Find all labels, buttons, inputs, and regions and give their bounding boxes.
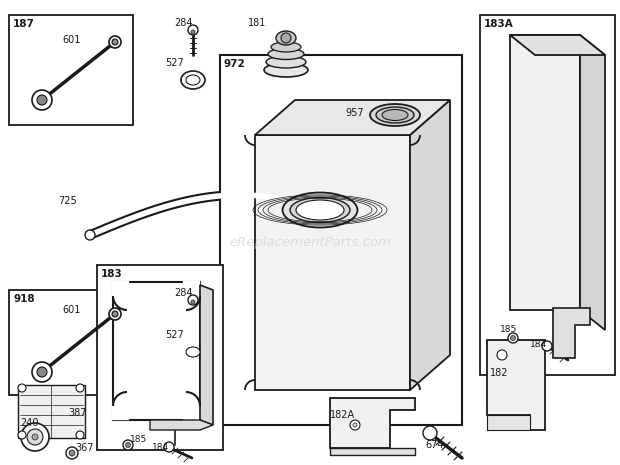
Circle shape xyxy=(350,420,360,430)
Bar xyxy=(112,403,128,419)
Text: 185: 185 xyxy=(130,435,148,444)
Circle shape xyxy=(123,440,133,450)
Ellipse shape xyxy=(271,42,301,52)
Bar xyxy=(9,15,133,125)
Circle shape xyxy=(508,333,518,343)
Polygon shape xyxy=(510,35,580,310)
Ellipse shape xyxy=(296,200,344,220)
Polygon shape xyxy=(487,415,530,430)
Polygon shape xyxy=(580,35,605,330)
Polygon shape xyxy=(200,285,213,425)
Circle shape xyxy=(66,447,78,459)
Circle shape xyxy=(191,300,195,304)
Ellipse shape xyxy=(266,56,306,68)
Text: 957: 957 xyxy=(345,108,363,118)
Text: 181: 181 xyxy=(248,18,267,28)
Circle shape xyxy=(32,434,38,440)
Text: 183A: 183A xyxy=(484,19,514,29)
Ellipse shape xyxy=(283,193,358,227)
Circle shape xyxy=(510,336,515,340)
Circle shape xyxy=(32,90,52,110)
Polygon shape xyxy=(330,398,415,448)
Text: 240: 240 xyxy=(20,418,38,428)
Circle shape xyxy=(69,450,75,456)
Text: 187: 187 xyxy=(13,19,35,29)
Polygon shape xyxy=(255,135,410,390)
Circle shape xyxy=(353,423,357,427)
Ellipse shape xyxy=(181,343,205,361)
Polygon shape xyxy=(510,35,605,55)
Text: 527: 527 xyxy=(165,330,184,340)
Circle shape xyxy=(188,295,198,305)
Circle shape xyxy=(125,443,130,447)
Ellipse shape xyxy=(382,109,408,120)
Ellipse shape xyxy=(181,71,205,89)
Polygon shape xyxy=(150,420,213,430)
Text: 184: 184 xyxy=(152,443,169,452)
Polygon shape xyxy=(255,100,450,135)
Text: 284: 284 xyxy=(174,18,192,28)
Ellipse shape xyxy=(276,31,296,45)
Text: 284: 284 xyxy=(174,288,192,298)
Polygon shape xyxy=(553,308,590,358)
Circle shape xyxy=(21,423,49,451)
Circle shape xyxy=(295,198,305,208)
Polygon shape xyxy=(113,282,200,420)
Circle shape xyxy=(109,308,121,320)
Circle shape xyxy=(18,384,26,392)
Text: 367: 367 xyxy=(75,443,94,453)
Bar xyxy=(480,15,615,375)
Ellipse shape xyxy=(370,104,420,126)
Ellipse shape xyxy=(268,48,304,60)
Circle shape xyxy=(423,426,437,440)
Ellipse shape xyxy=(186,347,200,357)
Text: 725: 725 xyxy=(58,196,77,206)
Text: 182: 182 xyxy=(490,368,508,378)
Circle shape xyxy=(281,33,291,43)
Bar xyxy=(9,290,133,395)
Circle shape xyxy=(37,367,47,377)
Circle shape xyxy=(112,311,118,317)
Text: eReplacementParts.com: eReplacementParts.com xyxy=(229,236,391,249)
Circle shape xyxy=(32,362,52,382)
Circle shape xyxy=(191,30,195,34)
Ellipse shape xyxy=(264,63,308,77)
Text: 918: 918 xyxy=(13,294,35,304)
Circle shape xyxy=(18,431,26,439)
Circle shape xyxy=(112,39,118,45)
Bar xyxy=(97,265,223,450)
Text: 184: 184 xyxy=(530,340,547,349)
Circle shape xyxy=(542,341,552,351)
Circle shape xyxy=(85,230,95,240)
Text: 182A: 182A xyxy=(330,410,355,420)
Polygon shape xyxy=(18,385,85,438)
Circle shape xyxy=(37,95,47,105)
Text: 527: 527 xyxy=(165,58,184,68)
Circle shape xyxy=(497,350,507,360)
Text: 674: 674 xyxy=(425,440,443,450)
Bar xyxy=(220,55,462,425)
Circle shape xyxy=(164,442,174,452)
Polygon shape xyxy=(487,340,545,430)
Bar xyxy=(112,281,128,297)
Bar xyxy=(183,281,199,297)
Polygon shape xyxy=(330,448,415,455)
Text: 185: 185 xyxy=(500,325,517,334)
Text: 601: 601 xyxy=(62,35,81,45)
Text: 972: 972 xyxy=(224,59,246,69)
Circle shape xyxy=(109,36,121,48)
Circle shape xyxy=(76,384,84,392)
Text: 601: 601 xyxy=(62,305,81,315)
Ellipse shape xyxy=(376,107,414,123)
Ellipse shape xyxy=(186,75,200,85)
Text: 387: 387 xyxy=(68,408,87,418)
Polygon shape xyxy=(410,100,450,390)
Bar xyxy=(183,403,199,419)
Ellipse shape xyxy=(290,198,350,222)
Circle shape xyxy=(188,25,198,35)
Circle shape xyxy=(27,429,43,445)
Text: 183: 183 xyxy=(101,269,123,279)
Circle shape xyxy=(76,431,84,439)
